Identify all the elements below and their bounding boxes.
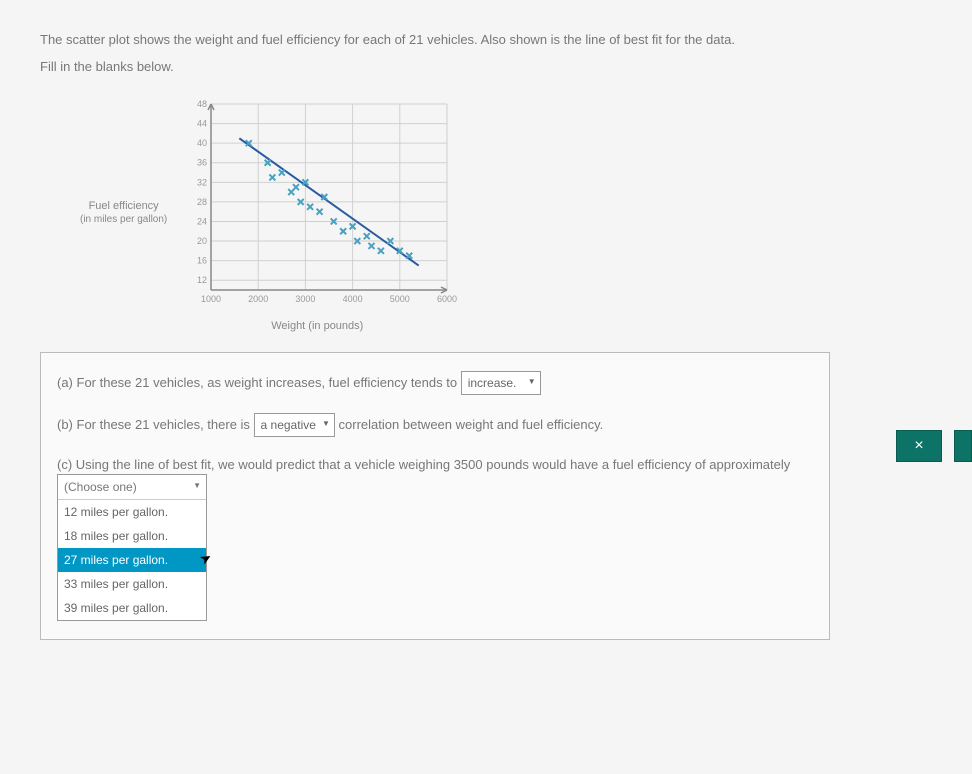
question-b-post: correlation between weight and fuel effi… xyxy=(339,417,604,432)
svg-text:44: 44 xyxy=(197,118,207,128)
scatter-plot: 1000 2000 3000 4000 5000 6000 12 16 20 24 28 32 36 40… xyxy=(177,94,457,314)
svg-text:28: 28 xyxy=(197,197,207,207)
intro-text: The scatter plot shows the weight and fu… xyxy=(40,30,952,51)
question-b: (b) For these 21 vehicles, there is a ne… xyxy=(57,413,813,437)
question-a-text: (a) For these 21 vehicles, as weight inc… xyxy=(57,375,461,390)
svg-text:24: 24 xyxy=(197,216,207,226)
question-a: (a) For these 21 vehicles, as weight inc… xyxy=(57,371,813,395)
fill-blanks-text: Fill in the blanks below. xyxy=(40,59,952,74)
select-c-placeholder[interactable]: (Choose one) xyxy=(58,475,206,500)
svg-text:12: 12 xyxy=(197,275,207,285)
svg-text:1000: 1000 xyxy=(201,294,221,304)
y-axis-label-unit: (in miles per gallon) xyxy=(80,213,167,226)
close-button[interactable]: × xyxy=(896,430,942,462)
svg-text:48: 48 xyxy=(197,99,207,109)
question-c: (c) Using the line of best fit, we would… xyxy=(57,455,813,622)
question-b-pre: (b) For these 21 vehicles, there is xyxy=(57,417,254,432)
side-panel-edge[interactable] xyxy=(954,430,972,462)
chart-region: Fuel efficiency (in miles per gallon) 10… xyxy=(80,94,952,332)
svg-text:2000: 2000 xyxy=(248,294,268,304)
select-c-option[interactable]: 39 miles per gallon. xyxy=(58,596,206,620)
svg-text:3000: 3000 xyxy=(296,294,316,304)
select-c-option[interactable]: 18 miles per gallon. xyxy=(58,524,206,548)
question-c-text: (c) Using the line of best fit, we would… xyxy=(57,457,790,472)
x-axis-label: Weight (in pounds) xyxy=(271,320,363,332)
svg-text:5000: 5000 xyxy=(390,294,410,304)
svg-text:20: 20 xyxy=(197,236,207,246)
select-c-option[interactable]: 33 miles per gallon. xyxy=(58,572,206,596)
select-a[interactable]: increase. xyxy=(461,371,541,395)
select-c-option[interactable]: 12 miles per gallon. xyxy=(58,500,206,524)
select-c-option[interactable]: 27 miles per gallon.➤ xyxy=(58,548,206,572)
mouse-cursor-icon: ➤ xyxy=(196,547,217,571)
y-axis-label-main: Fuel efficiency xyxy=(80,199,167,213)
svg-text:40: 40 xyxy=(197,138,207,148)
svg-text:36: 36 xyxy=(197,158,207,168)
select-b[interactable]: a negative xyxy=(254,413,335,437)
questions-panel: (a) For these 21 vehicles, as weight inc… xyxy=(40,352,830,641)
select-c-dropdown[interactable]: (Choose one) 12 miles per gallon.18 mile… xyxy=(57,474,207,621)
svg-text:6000: 6000 xyxy=(437,294,457,304)
svg-text:4000: 4000 xyxy=(343,294,363,304)
svg-text:16: 16 xyxy=(197,255,207,265)
svg-text:32: 32 xyxy=(197,177,207,187)
y-axis-label: Fuel efficiency (in miles per gallon) xyxy=(80,199,167,226)
